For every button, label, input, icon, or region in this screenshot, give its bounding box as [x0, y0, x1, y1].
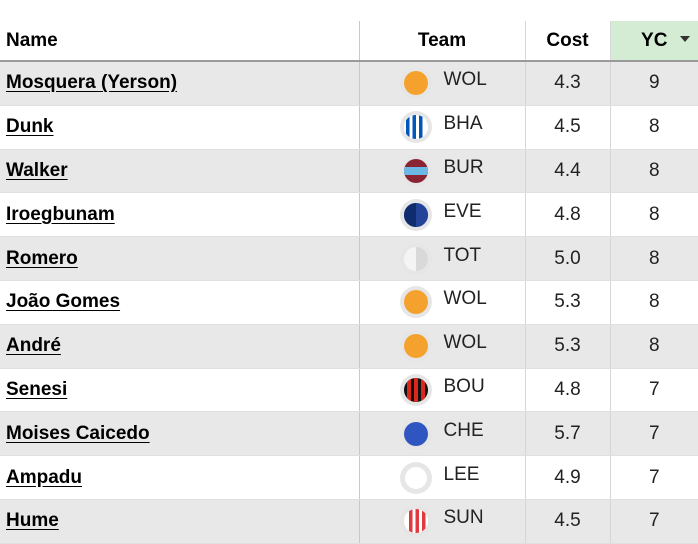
team-abbreviation: LEE	[443, 463, 480, 485]
column-header-name[interactable]: Name	[0, 21, 359, 62]
column-header-yc[interactable]: YC	[609, 21, 698, 62]
team-cell: WOL	[358, 61, 525, 106]
yellow-cards-cell: 7	[609, 455, 698, 500]
player-name-cell: Walker	[0, 149, 359, 194]
team-abbreviation: WOL	[443, 69, 487, 91]
yellow-cards-cell: 8	[609, 192, 698, 238]
cost-cell: 5.0	[524, 236, 610, 281]
player-name-link[interactable]: Ampadu	[6, 466, 82, 488]
tot-crest-icon	[399, 242, 432, 275]
table-row: Ampadu LEE 4.9 7	[0, 455, 698, 500]
player-name-link[interactable]: Iroegbunam	[6, 203, 115, 225]
player-name-cell: Moises Caicedo	[0, 411, 359, 457]
player-name-link[interactable]: Mosquera (Yerson)	[6, 72, 178, 94]
column-header-cost[interactable]: Cost	[524, 21, 610, 62]
sun-crest-icon	[399, 505, 432, 538]
team-cell: TOT	[358, 236, 525, 281]
player-name-link[interactable]: Hume	[6, 510, 59, 532]
cost-cell: 4.3	[524, 61, 610, 106]
yellow-cards-cell: 8	[609, 105, 698, 150]
yellow-cards-cell: 8	[609, 280, 698, 325]
team-abbreviation: WOL	[443, 332, 487, 354]
table-row: Hume SUN 4.5 7	[0, 499, 698, 544]
team-cell: EVE	[358, 192, 525, 238]
sort-descending-icon[interactable]	[680, 36, 690, 42]
che-crest-icon	[399, 417, 432, 450]
team-cell: BOU	[358, 368, 525, 413]
bur-crest-icon	[399, 154, 432, 187]
cost-cell: 4.8	[524, 368, 610, 413]
yellow-cards-cell: 8	[609, 149, 698, 194]
bha-crest-icon	[399, 111, 432, 144]
team-cell: SUN	[358, 499, 525, 544]
team-abbreviation: TOT	[443, 244, 482, 266]
cost-cell: 4.5	[524, 499, 610, 544]
table-row: Dunk BHA 4.5 8	[0, 105, 698, 150]
table-row: Iroegbunam EVE 4.8 8	[0, 192, 698, 238]
player-name-cell: Mosquera (Yerson)	[0, 61, 359, 106]
player-name-cell: Romero	[0, 236, 359, 281]
table-row: André WOL 5.3 8	[0, 324, 698, 369]
cost-cell: 4.5	[524, 105, 610, 150]
team-abbreviation: EVE	[443, 200, 482, 222]
cost-cell: 5.3	[524, 324, 610, 369]
team-abbreviation: WOL	[443, 288, 487, 310]
header-row: Name Team Cost YC	[0, 21, 698, 62]
column-header-yc-label: YC	[641, 29, 668, 51]
player-name-link[interactable]: João Gomes	[6, 291, 121, 313]
player-name-cell: Ampadu	[0, 455, 359, 500]
player-name-cell: Hume	[0, 499, 359, 544]
team-cell: BHA	[358, 105, 525, 150]
player-name-link[interactable]: Walker	[6, 159, 68, 181]
player-name-link[interactable]: Senesi	[6, 378, 68, 400]
yellow-cards-cell: 9	[609, 61, 698, 106]
yellow-cards-cell: 7	[609, 368, 698, 413]
player-name-cell: Iroegbunam	[0, 192, 359, 238]
cost-cell: 5.3	[524, 280, 610, 325]
player-name-link[interactable]: Romero	[6, 247, 78, 269]
team-abbreviation: CHE	[443, 419, 484, 441]
cost-cell: 4.4	[524, 149, 610, 194]
player-name-link[interactable]: Dunk	[6, 116, 54, 138]
table-row: Mosquera (Yerson) WOL 4.3 9	[0, 61, 698, 106]
table-row: João Gomes WOL 5.3 8	[0, 280, 698, 325]
eve-crest-icon	[399, 198, 432, 231]
player-name-cell: Dunk	[0, 105, 359, 150]
cost-cell: 5.7	[524, 411, 610, 457]
team-cell: WOL	[358, 280, 525, 325]
wol-crest-icon	[399, 330, 432, 363]
bou-crest-icon	[399, 373, 432, 406]
yellow-cards-cell: 8	[609, 324, 698, 369]
players-table: Name Team Cost YC Mosquera (Yerson) WOL 4.…	[0, 21, 698, 544]
column-header-team[interactable]: Team	[358, 21, 525, 62]
lee-crest-icon	[399, 461, 432, 494]
player-name-link[interactable]: André	[6, 335, 61, 357]
yellow-cards-cell: 7	[609, 499, 698, 544]
team-abbreviation: BUR	[443, 156, 484, 178]
cost-cell: 4.9	[524, 455, 610, 500]
team-cell: CHE	[358, 411, 525, 457]
table-row: Walker BUR 4.4 8	[0, 149, 698, 194]
team-abbreviation: BOU	[443, 375, 485, 397]
player-name-cell: Senesi	[0, 368, 359, 413]
player-name-link[interactable]: Moises Caicedo	[6, 422, 150, 444]
player-name-cell: João Gomes	[0, 280, 359, 325]
table-row: Senesi BOU 4.8 7	[0, 368, 698, 413]
team-abbreviation: SUN	[443, 507, 484, 529]
team-cell: LEE	[358, 455, 525, 500]
wol-crest-icon	[399, 67, 432, 100]
player-name-cell: André	[0, 324, 359, 369]
wol-crest-icon	[399, 286, 432, 319]
team-cell: WOL	[358, 324, 525, 369]
yellow-cards-cell: 7	[609, 411, 698, 457]
team-abbreviation: BHA	[443, 113, 483, 135]
cost-cell: 4.8	[524, 192, 610, 238]
table-row: Moises Caicedo CHE 5.7 7	[0, 411, 698, 457]
team-cell: BUR	[358, 149, 525, 194]
yellow-cards-cell: 8	[609, 236, 698, 281]
table-row: Romero TOT 5.0 8	[0, 236, 698, 281]
